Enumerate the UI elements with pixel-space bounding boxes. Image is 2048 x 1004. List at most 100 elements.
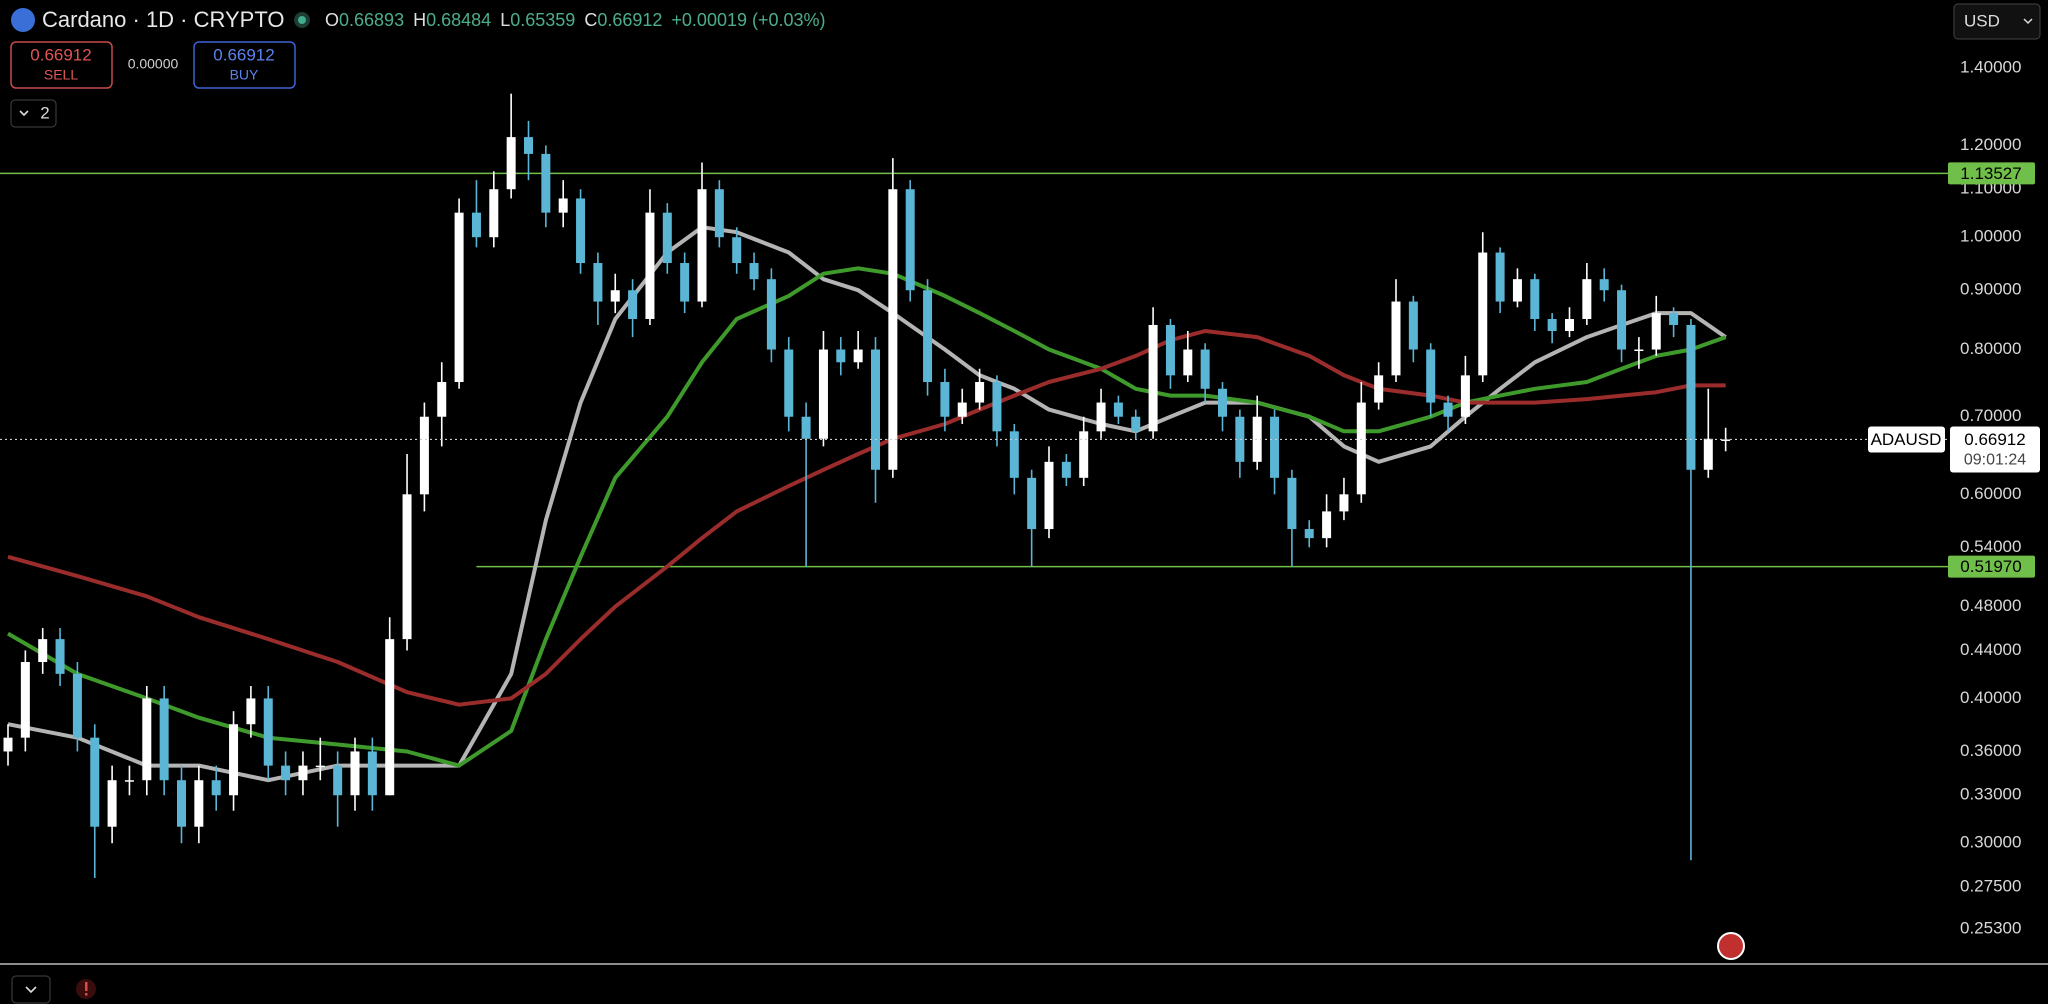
status-dot-core bbox=[298, 16, 306, 24]
y-tick-label: 0.44000 bbox=[1960, 640, 2021, 659]
candle-body bbox=[1478, 252, 1488, 376]
candle-body bbox=[818, 349, 828, 439]
candle-body bbox=[1617, 290, 1627, 350]
candle-body bbox=[471, 212, 481, 238]
candle-body bbox=[558, 198, 568, 213]
countdown: 09:01:24 bbox=[1964, 452, 2026, 469]
ohlc-label: O bbox=[325, 10, 339, 30]
candle-body bbox=[1408, 301, 1418, 350]
candle-body bbox=[20, 662, 30, 738]
candle-body bbox=[333, 765, 343, 796]
ohlc-value: 0.65359 bbox=[510, 10, 575, 30]
indicator-toggle[interactable] bbox=[10, 99, 57, 128]
sell-price: 0.66912 bbox=[30, 45, 91, 64]
candle-body bbox=[1200, 349, 1210, 389]
ohlc: O0.66893 H0.68484 L0.65359 C0.66912 +0.0… bbox=[325, 10, 826, 30]
y-tick-label: 0.48000 bbox=[1960, 596, 2021, 615]
y-tick-label: 1.00000 bbox=[1960, 227, 2021, 246]
candle-body bbox=[90, 737, 100, 827]
y-tick-label: 0.54000 bbox=[1960, 537, 2021, 556]
y-tick-label: 1.20000 bbox=[1960, 135, 2021, 154]
candle-body bbox=[576, 198, 586, 264]
candle-body bbox=[367, 751, 377, 796]
alert-mark bbox=[85, 982, 88, 991]
candle-body bbox=[1721, 439, 1731, 441]
candle-body bbox=[541, 153, 551, 213]
candle-body bbox=[871, 349, 880, 470]
candle-body bbox=[281, 765, 291, 781]
candle-body bbox=[628, 290, 638, 320]
candle-body bbox=[1165, 324, 1175, 376]
candle-body bbox=[38, 639, 48, 663]
candle-body bbox=[784, 349, 794, 417]
candle-body bbox=[1530, 279, 1540, 320]
y-tick-label: 0.27500 bbox=[1960, 877, 2021, 896]
buy-button[interactable] bbox=[193, 41, 296, 89]
symbol-label: ADAUSD bbox=[1871, 430, 1942, 449]
candle-body bbox=[524, 137, 533, 154]
candle-body bbox=[1495, 252, 1505, 302]
candle-body bbox=[680, 263, 690, 302]
candle-body bbox=[1703, 438, 1713, 470]
sell-button[interactable] bbox=[10, 41, 113, 89]
candle-body bbox=[749, 263, 759, 280]
candle-body bbox=[1027, 477, 1037, 530]
ohlc-value: 0.66912 bbox=[597, 10, 662, 30]
candle-body bbox=[1096, 402, 1106, 432]
candle-body bbox=[1131, 416, 1141, 432]
candle-body bbox=[1044, 461, 1054, 530]
candle-body bbox=[1391, 301, 1401, 376]
candle-body bbox=[1322, 511, 1332, 539]
candle-body bbox=[211, 780, 221, 796]
currency: USD bbox=[1964, 11, 2000, 30]
candle-body bbox=[836, 349, 846, 363]
candle-body bbox=[315, 765, 325, 768]
candle-body bbox=[263, 698, 273, 766]
candle-body bbox=[419, 416, 429, 495]
symbol-title[interactable]: Cardano · 1D · CRYPTO bbox=[42, 7, 285, 32]
candle-body bbox=[714, 189, 724, 238]
spread: 0.00000 bbox=[128, 56, 179, 72]
candle-body bbox=[246, 698, 256, 725]
event-flag[interactable] bbox=[1717, 932, 1745, 960]
candle-body bbox=[1009, 431, 1019, 478]
candle-body bbox=[662, 212, 672, 264]
chevron bbox=[19, 110, 29, 117]
candle-body bbox=[1339, 494, 1349, 512]
candle-body bbox=[1651, 313, 1661, 350]
candle-body bbox=[1460, 375, 1470, 417]
collapse-button[interactable] bbox=[11, 975, 51, 1004]
change: +0.00019 (+0.03%) bbox=[671, 10, 825, 30]
candle-body bbox=[1443, 402, 1453, 417]
candle-body bbox=[385, 639, 395, 796]
buy-price: 0.66912 bbox=[213, 45, 274, 64]
y-tick-label: 0.40000 bbox=[1960, 688, 2021, 707]
candle-body bbox=[159, 698, 169, 781]
candle-body bbox=[1113, 402, 1123, 417]
candle-body bbox=[1565, 319, 1574, 331]
candle-body bbox=[142, 698, 152, 781]
y-tick-label: 0.30000 bbox=[1960, 833, 2021, 852]
candle-body bbox=[1547, 319, 1557, 331]
ohlc-value: 0.66893 bbox=[339, 10, 404, 30]
candle-body bbox=[489, 189, 499, 238]
y-tick-label: 0.90000 bbox=[1960, 280, 2021, 299]
candle-body bbox=[975, 382, 985, 403]
candle-body bbox=[402, 494, 412, 640]
candle-body bbox=[905, 189, 915, 291]
ohlc-label: H bbox=[413, 10, 426, 30]
candle-body bbox=[957, 402, 967, 417]
candle-body bbox=[72, 673, 82, 738]
candle-body bbox=[766, 279, 776, 350]
candle-body bbox=[298, 765, 308, 781]
candle-body bbox=[55, 639, 65, 674]
sell-label: SELL bbox=[44, 67, 78, 83]
candle-body bbox=[107, 780, 117, 827]
ohlc-value: 0.68484 bbox=[426, 10, 491, 30]
currency-select[interactable] bbox=[1953, 3, 2041, 40]
candle-body bbox=[1183, 349, 1193, 376]
candle-body bbox=[888, 189, 898, 470]
candle-body bbox=[732, 237, 742, 264]
candle-body bbox=[1356, 402, 1366, 495]
